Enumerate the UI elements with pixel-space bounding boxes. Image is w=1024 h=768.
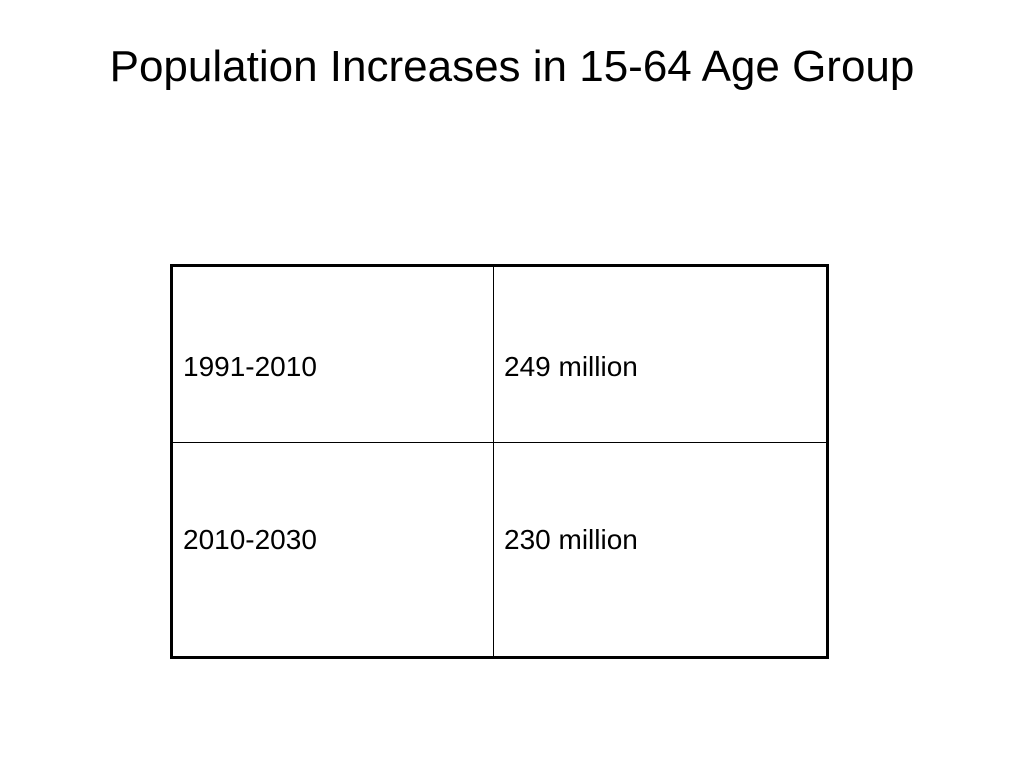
table-row: 1991-2010 249 million: [171, 265, 828, 443]
increase-cell: 249 million: [493, 265, 828, 443]
period-cell: 1991-2010: [171, 265, 494, 443]
slide-title: Population Increases in 15-64 Age Group: [109, 42, 915, 91]
table-row: 2010-2030 230 million: [171, 442, 828, 658]
population-table: 1991-2010 249 million 2010-2030 230 mill…: [170, 264, 829, 659]
period-cell: 2010-2030: [171, 442, 494, 658]
increase-cell: 230 million: [493, 442, 828, 658]
